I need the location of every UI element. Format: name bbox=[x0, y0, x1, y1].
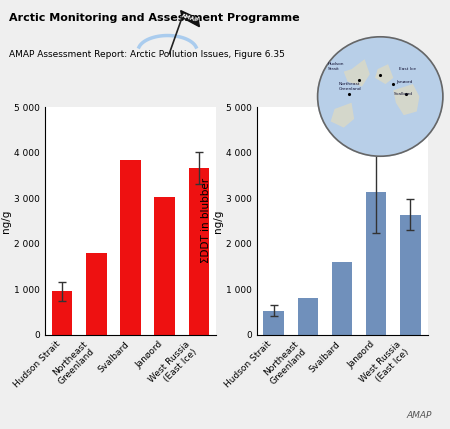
Bar bbox=[332, 262, 352, 335]
Y-axis label: ΣDDT in blubber
ng/g: ΣDDT in blubber ng/g bbox=[202, 178, 223, 263]
Bar bbox=[52, 291, 72, 335]
Circle shape bbox=[318, 37, 443, 156]
Bar bbox=[263, 311, 284, 335]
Text: Svalbard: Svalbard bbox=[393, 92, 412, 96]
Bar bbox=[189, 168, 209, 335]
Polygon shape bbox=[331, 103, 354, 128]
Bar bbox=[154, 197, 175, 335]
Bar bbox=[366, 192, 387, 335]
Polygon shape bbox=[181, 11, 199, 27]
Y-axis label: ΣPCB in blubber
ng/g: ΣPCB in blubber ng/g bbox=[0, 179, 12, 263]
Text: AMAP: AMAP bbox=[407, 411, 432, 420]
Bar bbox=[86, 253, 107, 335]
Text: AMAP: AMAP bbox=[181, 14, 199, 24]
Polygon shape bbox=[375, 64, 393, 84]
Polygon shape bbox=[344, 59, 370, 87]
Text: Janøord: Janøord bbox=[396, 80, 412, 84]
Text: Northeast
Greenland: Northeast Greenland bbox=[338, 82, 361, 91]
Polygon shape bbox=[393, 84, 419, 115]
Text: East Ice: East Ice bbox=[399, 67, 416, 71]
Text: AMAP Assessment Report: Arctic Pollution Issues, Figure 6.35: AMAP Assessment Report: Arctic Pollution… bbox=[9, 50, 285, 59]
Bar bbox=[120, 160, 141, 335]
Bar bbox=[297, 298, 318, 335]
Text: Arctic Monitoring and Assessment Programme: Arctic Monitoring and Assessment Program… bbox=[9, 13, 300, 23]
Bar bbox=[400, 214, 421, 335]
Text: Hudson
Strait: Hudson Strait bbox=[328, 62, 345, 71]
